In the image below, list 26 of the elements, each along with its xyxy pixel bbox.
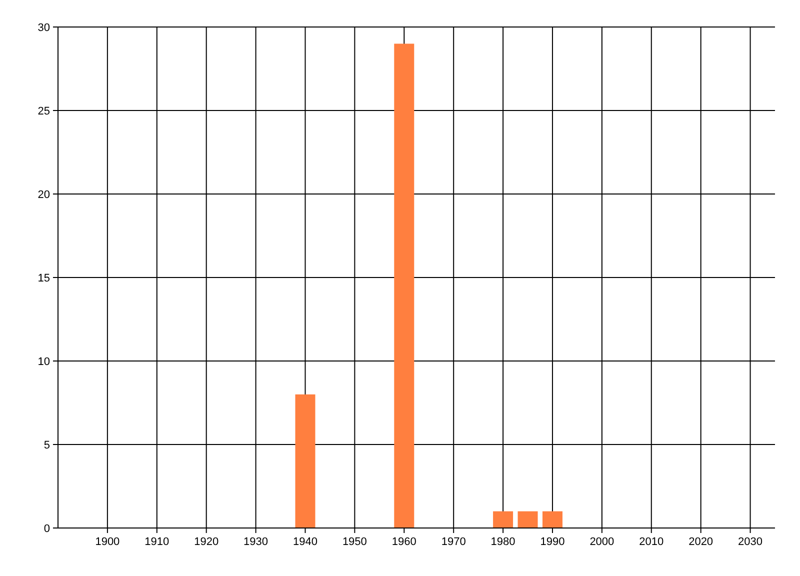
x-tick-label: 1980: [490, 536, 516, 548]
x-tick-label: 2000: [590, 536, 614, 548]
y-tick-label: 30: [38, 22, 50, 34]
x-tick-label: 1970: [441, 536, 466, 548]
bar: [518, 511, 538, 528]
x-tick-label: 1950: [342, 536, 367, 548]
x-tick-label: 2030: [738, 536, 763, 548]
x-tick-label: 1900: [95, 536, 120, 548]
x-tick-label: 1990: [540, 536, 565, 548]
x-tick-label: 1940: [293, 536, 318, 548]
x-tick-label: 1930: [244, 536, 268, 548]
bar: [542, 511, 562, 528]
y-tick-label: 10: [38, 356, 50, 368]
y-tick-label: 20: [38, 189, 50, 201]
x-tick-label: 1920: [194, 536, 219, 548]
x-tick-label: 2020: [688, 536, 714, 548]
bar: [493, 511, 514, 528]
y-tick-label: 15: [38, 272, 50, 284]
x-tick-label: 2010: [639, 536, 664, 548]
x-tick-label: 1960: [392, 536, 416, 548]
y-tick-label: 5: [44, 440, 50, 452]
bar: [295, 394, 316, 528]
bar: [394, 44, 414, 528]
x-tick-label: 1910: [144, 536, 170, 548]
y-tick-label: 0: [44, 523, 50, 535]
y-tick-label: 25: [38, 106, 50, 118]
